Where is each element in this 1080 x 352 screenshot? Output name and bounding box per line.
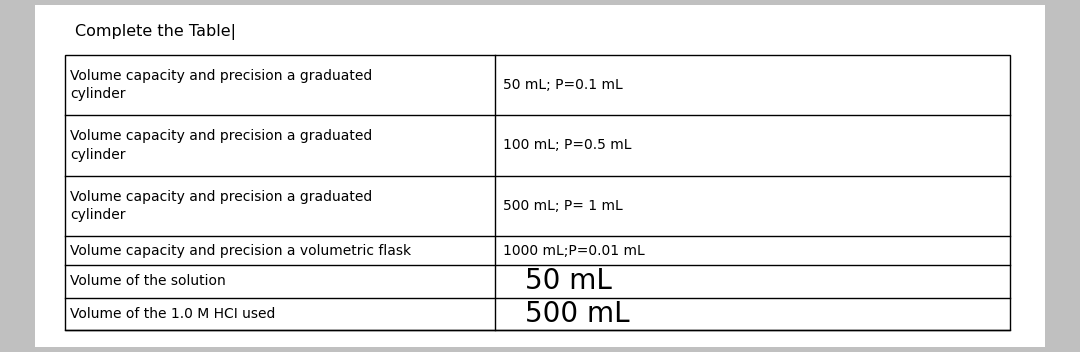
Text: 100 mL; P=0.5 mL: 100 mL; P=0.5 mL — [503, 138, 632, 152]
Text: Volume of the solution: Volume of the solution — [70, 275, 226, 289]
Bar — [65, 55, 1010, 330]
Text: Volume capacity and precision a graduated
cylinder: Volume capacity and precision a graduate… — [70, 189, 373, 222]
Text: 500 mL; P= 1 mL: 500 mL; P= 1 mL — [503, 199, 623, 213]
Text: 1000 mL;P=0.01 mL: 1000 mL;P=0.01 mL — [503, 244, 645, 258]
Text: Volume of the 1.0 M HCI used: Volume of the 1.0 M HCI used — [70, 307, 275, 321]
Text: Volume capacity and precision a graduated
cylinder: Volume capacity and precision a graduate… — [70, 69, 373, 101]
Text: Volume capacity and precision a volumetric flask: Volume capacity and precision a volumetr… — [70, 244, 411, 258]
Text: Complete the Table|: Complete the Table| — [75, 24, 237, 40]
Text: Volume capacity and precision a graduated
cylinder: Volume capacity and precision a graduate… — [70, 129, 373, 162]
Text: 50 mL: 50 mL — [525, 268, 612, 295]
Text: 500 mL: 500 mL — [525, 300, 630, 328]
Text: 50 mL; P=0.1 mL: 50 mL; P=0.1 mL — [503, 78, 623, 92]
